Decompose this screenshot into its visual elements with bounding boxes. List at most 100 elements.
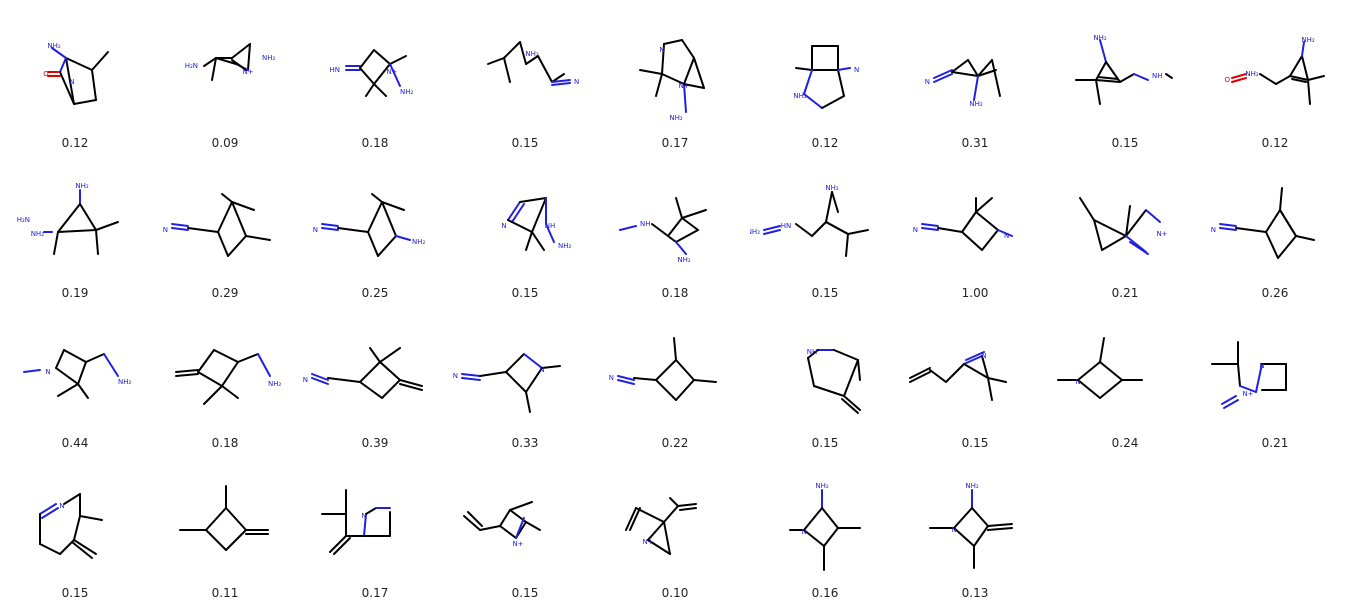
molecule-score: 0.25 bbox=[361, 286, 389, 300]
atom-label: NH₂ bbox=[412, 238, 426, 246]
bond bbox=[967, 59, 979, 77]
bond bbox=[359, 67, 375, 85]
atom-label: NH₂ bbox=[400, 88, 414, 96]
bond bbox=[363, 513, 367, 537]
bond bbox=[847, 229, 869, 235]
molecule-structure bbox=[179, 485, 269, 551]
molecule-cell: N 0.22 bbox=[600, 300, 750, 450]
molecule-cell: N 0.15 bbox=[0, 450, 150, 600]
bond bbox=[59, 57, 67, 73]
bond bbox=[531, 197, 547, 233]
bond bbox=[803, 507, 823, 531]
bond bbox=[1237, 363, 1241, 387]
bond bbox=[977, 69, 997, 77]
bond bbox=[1165, 73, 1173, 79]
molecule-structure: N bbox=[163, 193, 271, 257]
bond bbox=[1099, 39, 1107, 63]
bond bbox=[681, 209, 707, 219]
molecule-score: 0.24 bbox=[1111, 436, 1139, 450]
bond bbox=[479, 525, 501, 531]
bond bbox=[821, 507, 839, 529]
molecule-cell: N 0.26 bbox=[1200, 150, 1350, 300]
bond bbox=[963, 355, 983, 365]
bond bbox=[217, 201, 233, 233]
bond bbox=[1239, 385, 1257, 393]
bond bbox=[337, 227, 369, 233]
bond bbox=[85, 353, 105, 363]
molecule-score: 0.44 bbox=[61, 436, 89, 450]
bond bbox=[1077, 361, 1101, 381]
atom-label: N bbox=[801, 528, 806, 536]
bond bbox=[91, 69, 97, 101]
bond bbox=[909, 367, 931, 379]
bond bbox=[655, 379, 677, 401]
bond bbox=[525, 231, 533, 251]
molecule-cell: NH₂ N 0.12 bbox=[750, 0, 900, 150]
bond bbox=[987, 377, 993, 401]
atom-label: N bbox=[163, 226, 168, 234]
molecule-structure: H₂N N+ NH₂ bbox=[185, 43, 276, 81]
molecule-structure: NH₂ HN NH₂ bbox=[750, 184, 869, 257]
molecule-structure: N+ bbox=[625, 497, 697, 555]
bond bbox=[213, 349, 239, 363]
atom-label: H₂N bbox=[185, 62, 198, 70]
bond bbox=[373, 83, 387, 97]
bond bbox=[973, 75, 979, 101]
bond bbox=[399, 383, 423, 391]
bond bbox=[359, 381, 383, 399]
bond bbox=[663, 521, 671, 555]
molecule-cell: H₂N N+ NH₂ 0.09 bbox=[150, 0, 300, 150]
bond bbox=[171, 227, 189, 231]
atom-label: NH₂ bbox=[75, 182, 89, 190]
atom-label: NH₂ bbox=[31, 230, 45, 238]
bond bbox=[1133, 73, 1149, 81]
bond bbox=[203, 57, 217, 67]
molecule-cell: N+ 0.21 bbox=[1050, 150, 1200, 300]
bond bbox=[655, 359, 677, 381]
bond bbox=[515, 517, 525, 539]
bond bbox=[511, 203, 525, 223]
bond bbox=[51, 47, 67, 59]
bond bbox=[795, 67, 813, 71]
bond bbox=[929, 369, 947, 383]
molecule-score: 0.17 bbox=[361, 586, 389, 600]
bond bbox=[965, 351, 985, 361]
bond bbox=[1125, 205, 1131, 237]
bond bbox=[857, 359, 861, 381]
bond bbox=[95, 229, 99, 255]
bond bbox=[1301, 41, 1305, 57]
atom-label: NH₂ bbox=[118, 378, 132, 386]
bond bbox=[399, 379, 423, 387]
bond bbox=[951, 71, 979, 77]
bond bbox=[681, 39, 695, 59]
molecule-score: 0.12 bbox=[811, 136, 839, 150]
bond bbox=[833, 349, 859, 361]
molecule-structure: N N+ NH₂ bbox=[639, 39, 705, 122]
bond bbox=[507, 201, 521, 221]
molecule-score: 0.09 bbox=[211, 136, 239, 150]
molecule-cell: 0.11 bbox=[150, 450, 300, 600]
atom-label: N bbox=[854, 66, 859, 74]
bond bbox=[933, 69, 953, 79]
bond bbox=[811, 221, 827, 237]
bond bbox=[395, 235, 411, 241]
molecule-cell: N N 1.00 bbox=[900, 150, 1050, 300]
bond bbox=[503, 41, 521, 59]
bond bbox=[327, 377, 361, 383]
molecule-score: 0.15 bbox=[961, 436, 989, 450]
atom-label: N bbox=[453, 372, 458, 380]
bond bbox=[359, 361, 381, 383]
molecule-cell: N 0.29 bbox=[150, 150, 300, 300]
atom-label: NH bbox=[1152, 72, 1163, 80]
bond bbox=[381, 201, 397, 237]
molecule-cell: NH₂ O N 0.12 bbox=[0, 0, 150, 150]
bond bbox=[77, 383, 89, 399]
atom-label: NH₂ bbox=[558, 242, 572, 250]
atom-label: NH₂ bbox=[965, 482, 979, 490]
bond bbox=[1099, 337, 1105, 363]
atom-label: N bbox=[981, 352, 986, 360]
molecule-cell: N N+ NH₂ 0.17 bbox=[600, 0, 750, 150]
molecule-cell: NH₂ N 0.16 bbox=[750, 450, 900, 600]
